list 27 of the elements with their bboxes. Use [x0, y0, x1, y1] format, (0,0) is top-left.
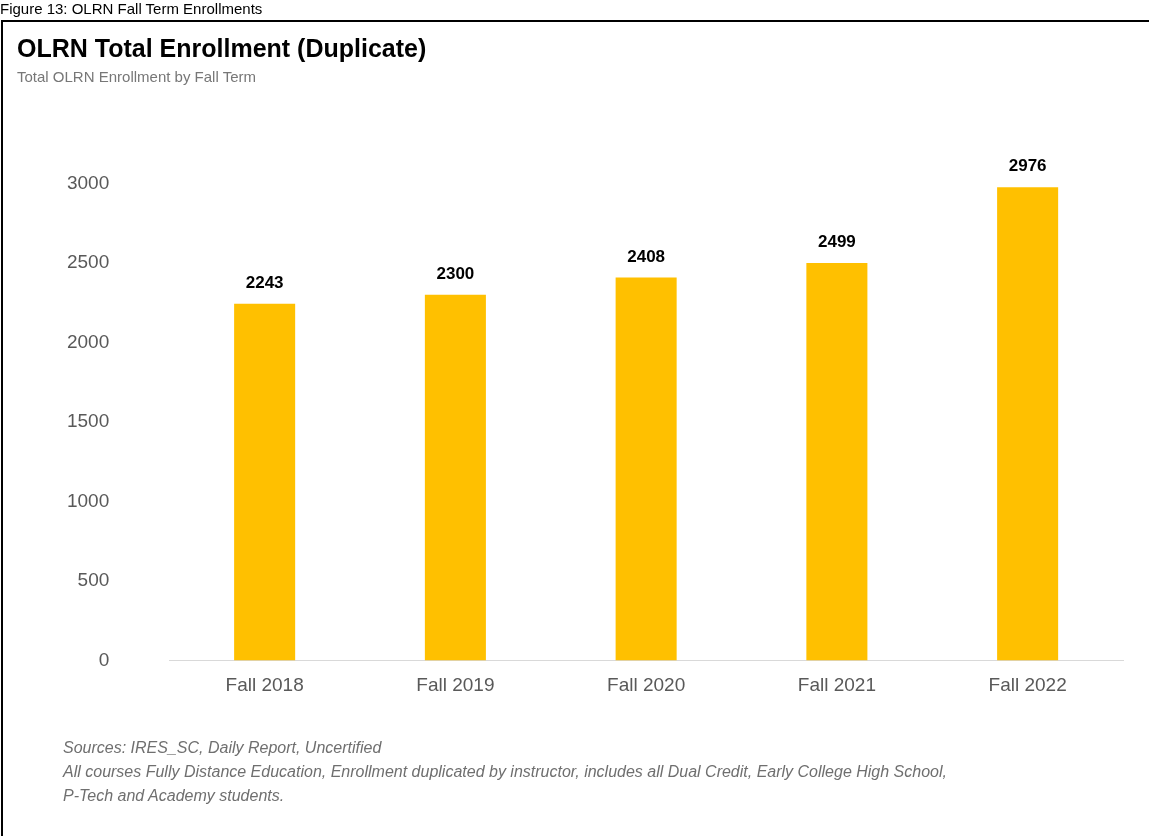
data-label: 2243 — [245, 273, 284, 292]
x-tick-label: Fall 2020 — [607, 674, 686, 696]
data-label: 2300 — [436, 263, 475, 283]
bar — [234, 303, 296, 661]
caption: Figure 13: OLRN Fall Term Enrollments — [0, 0, 263, 18]
x-tick-label: Fall 2019 — [416, 674, 495, 696]
bar — [615, 277, 677, 661]
source-note: Sources: IRES_SC, Daily Report, Uncertified — [63, 738, 383, 758]
x-tick-label: Fall 2021 — [797, 674, 876, 696]
y-tick-label: 0 — [98, 648, 110, 670]
bar — [424, 294, 486, 661]
data-label: 2499 — [817, 232, 856, 252]
chart-title: OLRN Total Enrollment (Duplicate) — [17, 34, 427, 63]
y-tick-label: 3000 — [66, 171, 110, 193]
y-tick-label: 2000 — [66, 330, 110, 352]
y-tick-label: 1500 — [66, 410, 110, 432]
bar — [997, 187, 1059, 661]
y-tick-label: 2500 — [66, 251, 110, 273]
y-tick-label: 500 — [77, 569, 110, 591]
x-tick-label: Fall 2018 — [225, 674, 304, 696]
text: All courses Fully Distance Education, Enrollment duplicated by instructor, includes all Dual Credit, Early College High School, P-Tech and Academy students. — [63, 762, 948, 806]
bar — [806, 263, 868, 661]
data-label: 2976 — [1008, 156, 1047, 176]
chart-subtitle: Total OLRN Enrollment by Fall Term — [17, 68, 256, 85]
data-label: 2408 — [627, 246, 666, 266]
x-tick-label: Fall 2022 — [988, 674, 1067, 696]
y-tick-label: 1000 — [66, 489, 110, 511]
